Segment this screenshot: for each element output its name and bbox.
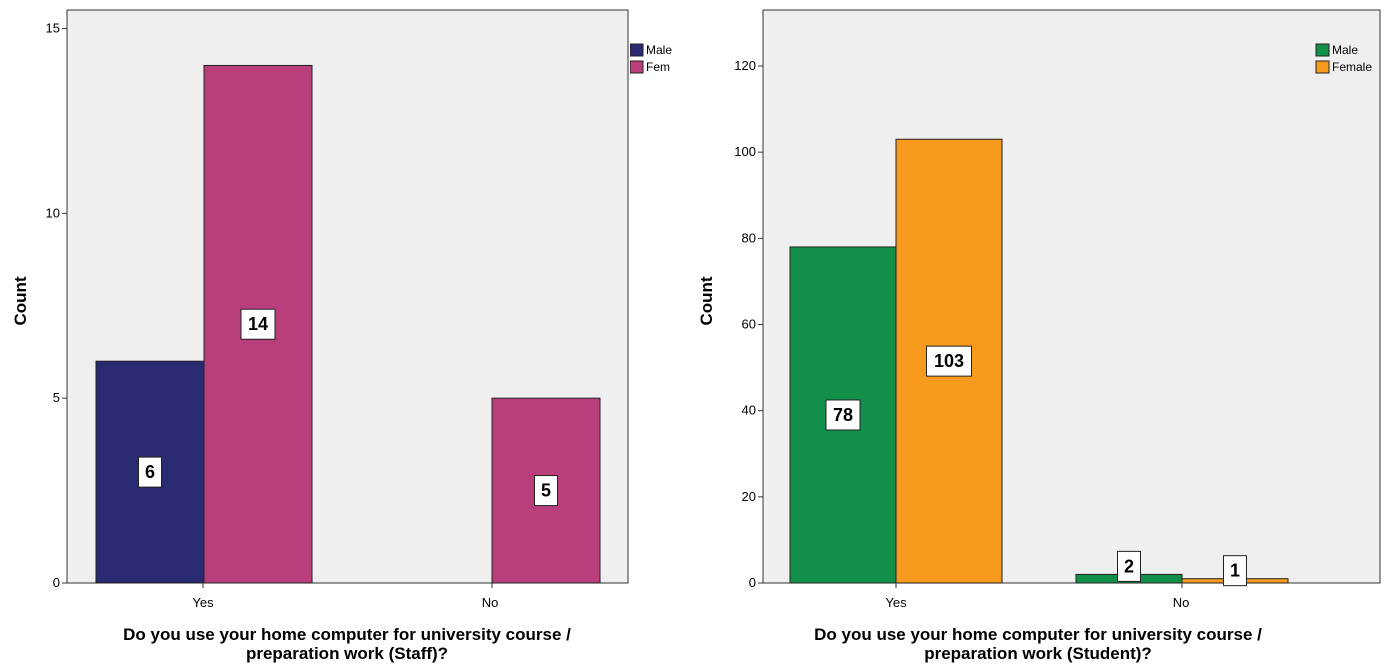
y-tick-label: 120 xyxy=(734,58,756,73)
data-label: 5 xyxy=(541,481,551,501)
data-label-box xyxy=(825,399,861,431)
legend-swatch xyxy=(1315,43,1330,57)
data-label-box xyxy=(240,308,276,340)
legend: Male Female xyxy=(1315,43,1372,74)
legend-label: Female xyxy=(1332,60,1372,74)
data-label: 14 xyxy=(248,314,268,334)
x-tick-label: Yes xyxy=(885,595,907,610)
y-tick-label: 15 xyxy=(46,20,60,35)
legend-swatch xyxy=(1315,60,1330,74)
data-label-box xyxy=(1223,555,1247,587)
y-tick-label: 60 xyxy=(742,317,756,332)
student-chart: 0 20 40 60 80 100 120 78 103 Yes 2 1 No Count Do you u… xyxy=(697,9,1381,663)
data-label-box xyxy=(138,456,162,488)
legend-swatch xyxy=(630,60,644,74)
y-tick-label: 40 xyxy=(742,403,756,418)
x-axis-title: Do you use your home computer for univer… xyxy=(814,625,1262,644)
x-tick-label: No xyxy=(1173,595,1190,610)
y-tick-label: 5 xyxy=(53,390,60,405)
y-tick-label: 20 xyxy=(742,489,756,504)
data-label: 6 xyxy=(145,462,155,482)
y-tick-label: 10 xyxy=(46,205,60,220)
y-axis-title: Count xyxy=(697,276,716,325)
legend-swatch xyxy=(630,43,644,57)
legend-label: Male xyxy=(1332,43,1358,57)
y-tick-label: 0 xyxy=(749,575,756,590)
x-axis-title: preparation work (Student)? xyxy=(924,644,1152,663)
data-label-box xyxy=(1117,550,1141,582)
legend: Male Fem xyxy=(630,43,672,74)
y-tick-label: 100 xyxy=(734,144,756,159)
x-axis-title: preparation work (Staff)? xyxy=(246,644,448,663)
x-tick-label: Yes xyxy=(192,595,214,610)
legend-label: Male xyxy=(646,43,672,57)
y-tick-label: 80 xyxy=(742,230,756,245)
data-label: 2 xyxy=(1124,556,1134,576)
data-label: 78 xyxy=(833,405,853,425)
data-label-box xyxy=(534,475,558,507)
legend-label: Fem xyxy=(646,60,670,74)
y-axis-title: Count xyxy=(11,276,30,325)
data-label: 1 xyxy=(1230,561,1240,581)
y-tick-label: 0 xyxy=(53,575,60,590)
staff-chart: 0 5 10 15 6 14 Yes 5 No Count Do you use your home… xyxy=(11,9,672,663)
data-label-box xyxy=(926,345,972,377)
x-axis-title: Do you use your home computer for univer… xyxy=(123,625,571,644)
data-label: 103 xyxy=(934,351,964,371)
x-tick-label: No xyxy=(482,595,499,610)
